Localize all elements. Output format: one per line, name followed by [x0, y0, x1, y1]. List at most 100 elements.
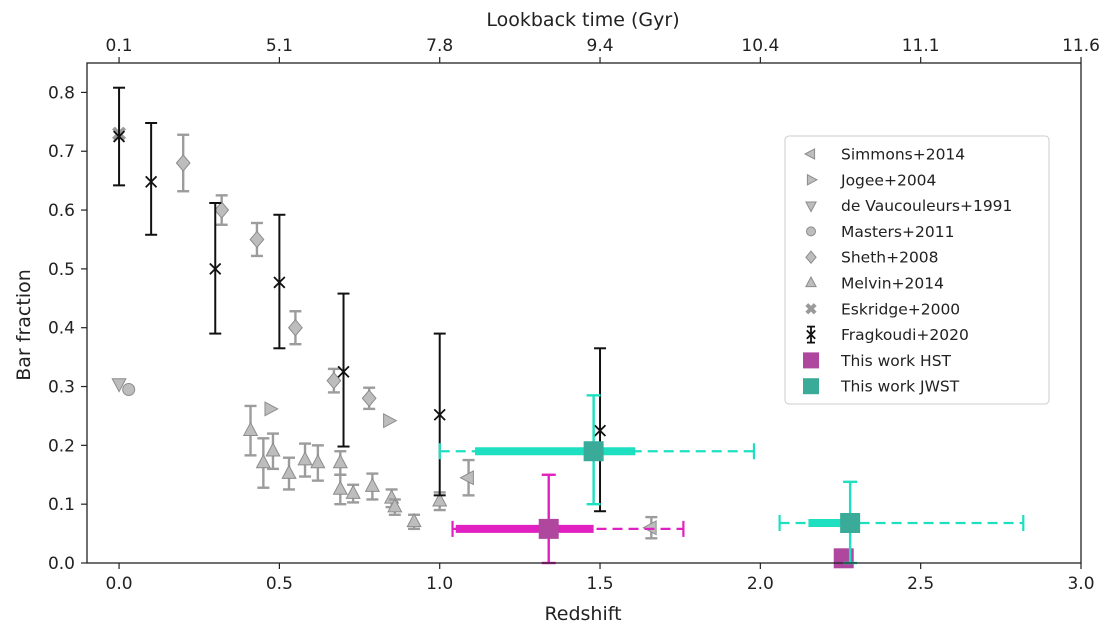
series-fragkoudi-2020: [113, 86, 607, 513]
legend-label: Melvin+2014: [841, 275, 944, 293]
data-point: [265, 442, 281, 457]
marker-diamond: [326, 371, 342, 390]
legend-marker: [805, 250, 817, 264]
data-point: [337, 365, 350, 378]
legend-label: Masters+2011: [841, 223, 954, 241]
marker-triangle-left: [642, 520, 657, 536]
legend-marker: [803, 378, 819, 395]
legend-entry: Fragkoudi+2020: [806, 325, 969, 344]
y-tick-label: 0.1: [48, 495, 75, 515]
legend-entry: Simmons+2014: [803, 146, 965, 164]
data-point: [840, 513, 861, 533]
top-tick-label: 7.8: [426, 36, 453, 56]
marker-square: [840, 513, 861, 533]
series-jogee-2004: [264, 401, 398, 429]
y-tick-label: 0.6: [48, 201, 75, 221]
marker-x-stroke: [806, 329, 816, 340]
marker-triangle-up: [387, 498, 403, 513]
marker-triangle-up: [242, 421, 259, 436]
marker-diamond: [361, 389, 377, 408]
marker-triangle-up: [432, 492, 448, 507]
data-point: [387, 498, 403, 513]
marker-x-stroke: [593, 424, 607, 437]
series-masters-2011: [122, 382, 136, 396]
legend-entry: Sheth+2008: [805, 249, 939, 267]
marker-triangle-up: [297, 450, 313, 466]
marker-triangle-up: [345, 484, 361, 499]
marker-triangle-right: [383, 413, 398, 429]
data-point: [345, 484, 361, 499]
data-point: [122, 382, 136, 396]
x-tick-label: 2.0: [747, 574, 774, 594]
top-tick-label: 11.6: [1062, 36, 1100, 56]
data-point: [214, 201, 230, 219]
series-this-work-jwst: [438, 394, 1025, 565]
legend-entry: This work JWST: [803, 378, 960, 396]
plot-area: [111, 86, 1025, 569]
data-point: [642, 520, 657, 536]
legend-marker: [803, 352, 819, 369]
marker-diamond: [287, 318, 303, 337]
series-this-work-hst: [451, 473, 854, 569]
legend: Simmons+2014 Jogee+2004 de Vaucouleurs+199…: [784, 135, 1050, 405]
marker-square: [803, 352, 819, 369]
marker-x-stroke: [433, 408, 446, 421]
marker-x-stroke: [145, 175, 158, 188]
marker-triangle-left: [459, 470, 474, 486]
marker-x-stroke: [273, 276, 286, 289]
marker-diamond: [249, 230, 265, 249]
marker-triangle-up: [332, 480, 348, 495]
data-point: [538, 518, 559, 539]
y-tick-label: 0.0: [48, 554, 75, 574]
legend-label: Eskridge+2000: [841, 300, 960, 318]
y-tick-label: 0.7: [48, 142, 75, 162]
legend-entry: This work HST: [803, 352, 952, 370]
legend-marker: [805, 275, 817, 288]
x-tick-label: 0.0: [106, 574, 133, 594]
data-point: [264, 401, 279, 417]
marker-square: [803, 378, 819, 395]
data-point: [287, 318, 303, 337]
marker-triangle-right: [806, 173, 819, 186]
marker-circle: [806, 226, 816, 237]
data-point: [249, 230, 265, 249]
marker-diamond: [214, 201, 230, 219]
marker-x-stroke: [209, 262, 222, 275]
legend-marker: [805, 303, 817, 315]
y-axis-label: Bar fraction: [13, 269, 35, 381]
data-point: [332, 480, 348, 495]
series-sheth-2008: [175, 133, 377, 411]
data-point: [433, 408, 446, 421]
x-tick-label: 2.5: [907, 574, 934, 594]
data-point: [242, 421, 259, 436]
data-point: [361, 389, 377, 408]
marker-x-stroke: [113, 130, 126, 143]
data-point: [326, 371, 342, 390]
data-point: [310, 453, 326, 469]
legend-entry: Melvin+2014: [805, 275, 944, 293]
marker-triangle-down: [805, 201, 817, 213]
legend-marker: [806, 329, 816, 340]
top-tick-label: 10.4: [741, 36, 779, 56]
marker-x-stroke: [337, 365, 350, 378]
marker-triangle-up: [364, 477, 381, 492]
series-melvin-2014: [242, 404, 448, 531]
top-axis-label: Lookback time (Gyr): [486, 9, 679, 31]
marker-circle: [122, 382, 136, 396]
series-simmons-2014: [459, 458, 658, 540]
marker-triangle-up: [310, 453, 326, 469]
legend-entry: de Vaucouleurs+1991: [805, 197, 1012, 215]
data-point: [281, 464, 297, 479]
legend-marker: [806, 226, 816, 237]
data-point: [273, 276, 286, 289]
data-point: [432, 492, 448, 507]
marker-triangle-up: [255, 453, 271, 469]
y-tick-label: 0.2: [48, 436, 75, 456]
data-point: [255, 453, 271, 469]
legend-label: de Vaucouleurs+1991: [841, 197, 1012, 215]
y-tick-label: 0.4: [48, 319, 75, 339]
marker-square: [538, 518, 559, 539]
marker-triangle-down: [111, 378, 127, 393]
legend-label: This work HST: [840, 352, 952, 370]
